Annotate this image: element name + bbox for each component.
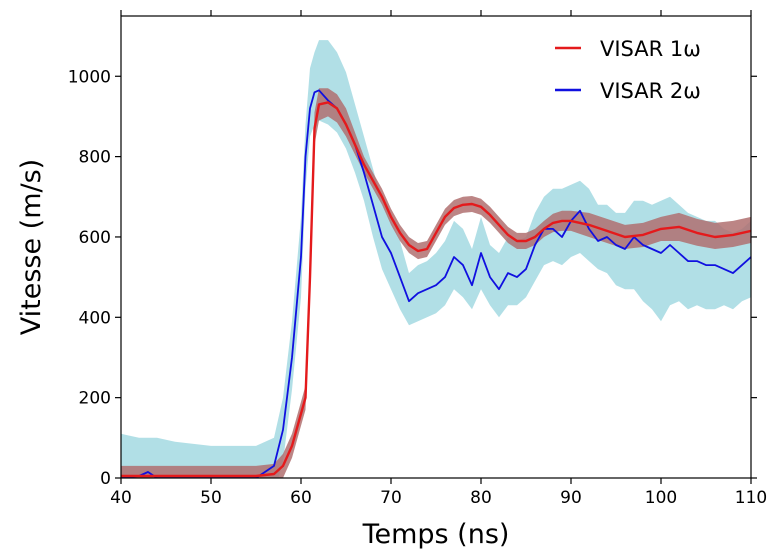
legend-label-visar1: VISAR 1ω xyxy=(600,37,701,61)
uncertainty-bands xyxy=(121,40,751,478)
y-tick-label: 1000 xyxy=(68,67,111,87)
x-tick-label: 50 xyxy=(200,488,222,508)
x-tick-label: 40 xyxy=(110,488,132,508)
x-tick-label: 110 xyxy=(735,488,767,508)
x-tick-label: 90 xyxy=(560,488,582,508)
y-axis: 0 200 400 600 800 1000 xyxy=(68,67,757,489)
legend: VISAR 1ω VISAR 2ω xyxy=(555,37,701,103)
x-tick-label: 80 xyxy=(470,488,492,508)
x-axis: 40 50 60 70 80 90 100 110 xyxy=(110,10,767,508)
y-tick-label: 400 xyxy=(79,308,111,328)
series-lines xyxy=(121,89,751,478)
x-tick-label: 70 xyxy=(380,488,402,508)
y-tick-label: 600 xyxy=(79,228,111,248)
x-axis-label: Temps (ns) xyxy=(362,519,510,549)
legend-label-visar2: VISAR 2ω xyxy=(600,79,701,103)
y-axis-label: Vitesse (m/s) xyxy=(16,159,47,335)
x-tick-label: 60 xyxy=(290,488,312,508)
y-tick-label: 800 xyxy=(79,148,111,168)
y-tick-label: 0 xyxy=(100,469,111,489)
plot-frame xyxy=(120,15,752,479)
line-series-2 xyxy=(121,89,751,478)
x-tick-label: 100 xyxy=(645,488,677,508)
y-tick-label: 200 xyxy=(79,389,111,409)
line-series-1 xyxy=(121,101,751,478)
band-series-2 xyxy=(121,40,751,478)
